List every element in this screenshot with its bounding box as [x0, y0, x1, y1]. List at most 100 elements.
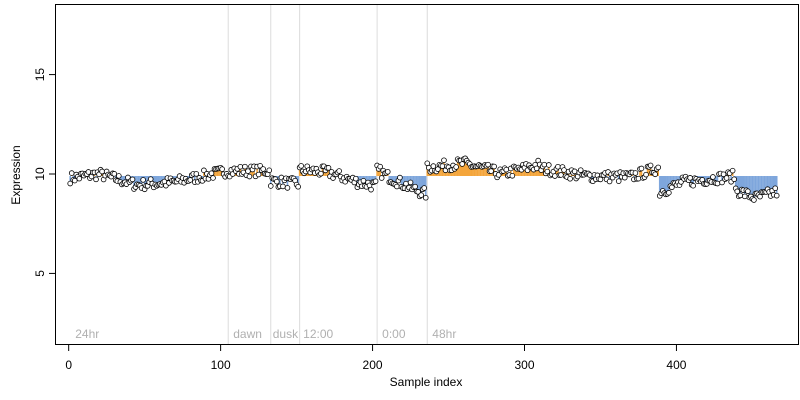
data-point — [284, 185, 291, 191]
data-point — [129, 176, 136, 183]
data-point — [208, 170, 215, 176]
data-point — [377, 163, 383, 170]
data-point — [567, 175, 573, 182]
y-tick-label: 5 — [33, 270, 47, 277]
data-point — [140, 177, 146, 183]
data-point — [729, 167, 736, 174]
data-point — [116, 173, 122, 179]
data-point — [295, 183, 301, 190]
data-point — [68, 170, 75, 176]
data-point — [690, 182, 696, 189]
data-point — [93, 176, 99, 183]
data-points — [67, 155, 780, 203]
data-point — [772, 185, 779, 192]
x-tick-label: 300 — [514, 358, 534, 372]
data-point — [734, 188, 741, 195]
data-point — [360, 177, 367, 184]
data-point — [742, 193, 748, 200]
data-point — [745, 188, 751, 195]
data-point — [246, 173, 253, 180]
data-point — [368, 186, 374, 193]
x-tick-label: 0 — [65, 358, 72, 372]
data-point — [459, 161, 466, 167]
data-point — [621, 174, 628, 181]
data-point — [714, 180, 721, 187]
x-tick-label: 200 — [363, 358, 383, 372]
data-point — [274, 178, 280, 185]
x-tick-label: 400 — [666, 358, 686, 372]
data-point — [638, 165, 645, 172]
data-point — [546, 162, 552, 168]
y-axis: 5 10 15 — [33, 68, 56, 277]
data-point — [555, 163, 561, 170]
data-point — [731, 176, 737, 183]
data-point — [353, 175, 359, 182]
data-point — [298, 163, 304, 169]
data-point — [242, 163, 248, 170]
phase-annotation: 48hr — [432, 327, 456, 341]
data-point — [418, 192, 424, 198]
data-point — [201, 167, 207, 174]
data-point — [245, 168, 251, 174]
data-point — [552, 173, 558, 179]
y-axis-label: Expression — [9, 145, 23, 204]
data-point — [267, 183, 274, 189]
data-point — [561, 167, 567, 173]
phase-annotation: 24hr — [75, 327, 99, 341]
data-point — [509, 172, 516, 179]
data-point — [757, 193, 763, 200]
data-point — [76, 175, 83, 182]
data-point — [571, 168, 578, 175]
data-point — [541, 161, 548, 168]
data-point — [421, 185, 428, 191]
data-point — [67, 180, 73, 187]
x-tick-label: 100 — [211, 358, 231, 372]
data-point — [255, 171, 262, 178]
data-point — [503, 166, 510, 173]
data-point — [260, 166, 266, 172]
data-point — [773, 192, 780, 199]
data-point — [237, 163, 244, 170]
data-point — [407, 179, 414, 186]
phase-annotation: 12:00 — [303, 327, 333, 341]
data-point — [635, 175, 642, 182]
data-point — [558, 172, 564, 178]
x-axis-label: Sample index — [390, 375, 463, 389]
data-point — [441, 157, 447, 164]
data-point — [666, 189, 672, 196]
data-point — [412, 183, 418, 190]
phase-annotation: dusk — [273, 327, 299, 341]
data-point — [647, 162, 654, 169]
data-point — [737, 192, 744, 199]
x-axis: 0 100 200 300 400 — [65, 344, 687, 372]
data-point — [606, 178, 613, 185]
data-point — [587, 172, 593, 178]
data-point — [615, 178, 622, 184]
data-point — [723, 175, 730, 181]
data-point — [193, 171, 200, 177]
y-tick-label: 15 — [33, 68, 47, 82]
data-point — [655, 164, 662, 171]
data-point — [336, 168, 342, 174]
data-point — [453, 164, 459, 170]
data-point — [643, 171, 649, 178]
data-point — [577, 167, 584, 173]
data-point — [280, 183, 286, 190]
data-point — [751, 197, 757, 203]
phase-annotation: dawn — [233, 327, 262, 341]
y-tick-label: 10 — [33, 167, 47, 181]
data-point — [384, 168, 391, 175]
data-point — [394, 183, 400, 190]
data-point — [397, 174, 403, 181]
data-point — [488, 168, 494, 174]
data-point — [372, 178, 379, 185]
data-point — [187, 177, 194, 183]
data-point — [71, 177, 78, 184]
data-point — [710, 174, 716, 180]
data-point — [210, 175, 216, 181]
data-point — [485, 161, 491, 168]
data-point — [85, 169, 92, 175]
annotations: 24hr dawn dusk 12:00 0:00 48hr — [75, 327, 456, 341]
data-point — [430, 163, 437, 169]
